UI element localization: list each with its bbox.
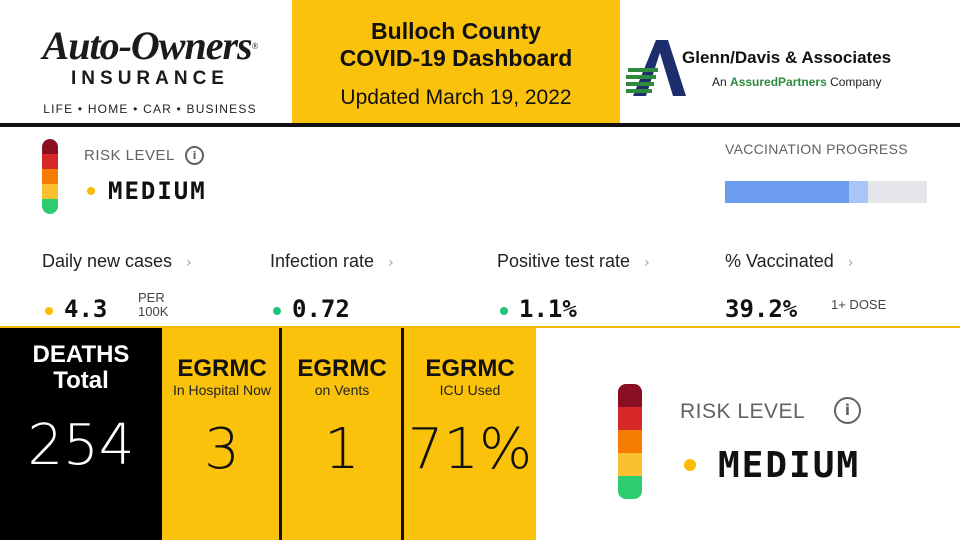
box-subtitle: on Vents [314,382,370,398]
registered-mark: ® [251,41,259,51]
risk-meter-segment [618,407,642,430]
risk-meter-segment [618,453,642,476]
risk-meter-segment [42,184,58,199]
metric-daily-new-cases[interactable]: Daily new cases › 4.3 PER 100K [42,251,192,323]
box-value: 3 [204,417,240,482]
metric-positive-test-rate[interactable]: Positive test rate › 1.1% [497,251,650,323]
metric-value: 4.3 [64,295,108,323]
dashboard-title-box: Bulloch County COVID-19 Dashboard Update… [292,0,620,124]
auto-owners-tagline: LIFE • HOME • CAR • BUSINESS [43,102,257,116]
metric-value: 1.1% [519,295,577,323]
updated-date: Updated March 19, 2022 [340,86,572,109]
box-title: EGRMC [177,355,267,382]
metric-percent-vaccinated[interactable]: % Vaccinated › 39.2% 1+ DOSE [725,251,887,323]
risk-level-value: MEDIUM [108,177,207,205]
box-subtitle: Total [53,367,109,394]
egrmc-vents-box: EGRMC on Vents 1 [282,328,402,540]
metric-status-dot [45,307,53,315]
assured-partners-icon [626,40,686,96]
vaccination-progress-bar [725,181,927,203]
chevron-right-icon: › [847,255,854,271]
box-separator [279,328,282,540]
title-county: Bulloch County [371,18,541,44]
glenn-davis-subtitle: An AssuredPartners Company [712,75,882,89]
title-dashboard: COVID-19 Dashboard [339,45,573,71]
risk-level-value: MEDIUM [718,445,861,486]
header-divider [0,123,960,127]
risk-meter-segment [618,384,642,407]
info-icon[interactable]: i [834,397,861,424]
risk-meter-icon [618,384,642,499]
risk-meter-segment [42,154,58,169]
deaths-total-box: DEATHS Total 254 [0,328,162,540]
box-separator [401,328,404,540]
stat-boxes: DEATHS Total 254 EGRMC In Hospital Now 3… [0,328,960,540]
risk-level-label: RISK LEVEL [84,147,175,164]
chevron-right-icon: › [186,255,192,271]
box-title: EGRMC [297,355,387,382]
box-value: 1 [324,417,360,482]
assured-partners-brand: AssuredPartners [730,75,827,89]
metric-status-dot [500,307,508,315]
auto-owners-insurance: INSURANCE [71,68,229,89]
risk-meter-segment [42,199,58,214]
risk-level-label: RISK LEVEL [680,400,806,423]
auto-owners-brand: Auto-Owners [42,23,253,68]
box-value: 254 [27,413,135,478]
box-title: DEATHS [32,341,130,368]
metric-value: 39.2% [725,295,798,323]
chevron-right-icon: › [388,255,394,271]
covid-risk-panel: RISK LEVEL i MEDIUM VACCINATION PROGRESS… [0,127,960,327]
panel-divider [0,326,960,328]
box-value: 71% [407,417,533,482]
glenn-davis-logo: Glenn/Davis & Associates An AssuredPartn… [624,36,944,106]
metric-status-dot [273,307,281,315]
risk-meter-segment [42,169,58,184]
metric-infection-rate[interactable]: Infection rate › 0.72 [270,251,394,323]
metric-value: 0.72 [292,295,350,323]
box-subtitle: ICU Used [439,382,501,398]
auto-owners-logo: Auto-Owners® INSURANCE LIFE • HOME • CAR… [14,23,286,117]
header: Auto-Owners® INSURANCE LIFE • HOME • CAR… [0,0,960,124]
risk-status-dot [87,187,95,195]
risk-meter-segment [42,139,58,154]
chevron-right-icon: › [644,255,650,271]
vaccination-progress-label: VACCINATION PROGRESS [725,141,908,157]
risk-meter-segment [618,476,642,499]
egrmc-hospital-box: EGRMC In Hospital Now 3 [162,328,282,540]
info-icon[interactable]: i [185,146,204,165]
risk-meter-icon [42,139,58,214]
egrmc-icu-box: EGRMC ICU Used 71% [404,328,536,540]
box-title: EGRMC [425,355,515,382]
metric-unit: 1+ DOSE [831,297,887,312]
box-subtitle: In Hospital Now [172,382,272,398]
risk-meter-segment [618,430,642,453]
metric-unit: PER 100K [138,290,169,319]
risk-status-dot [684,459,696,471]
glenn-davis-name: Glenn/Davis & Associates [682,48,892,67]
vaccination-full-fill [725,181,850,203]
risk-level-callout: RISK LEVEL i MEDIUM [586,352,932,532]
